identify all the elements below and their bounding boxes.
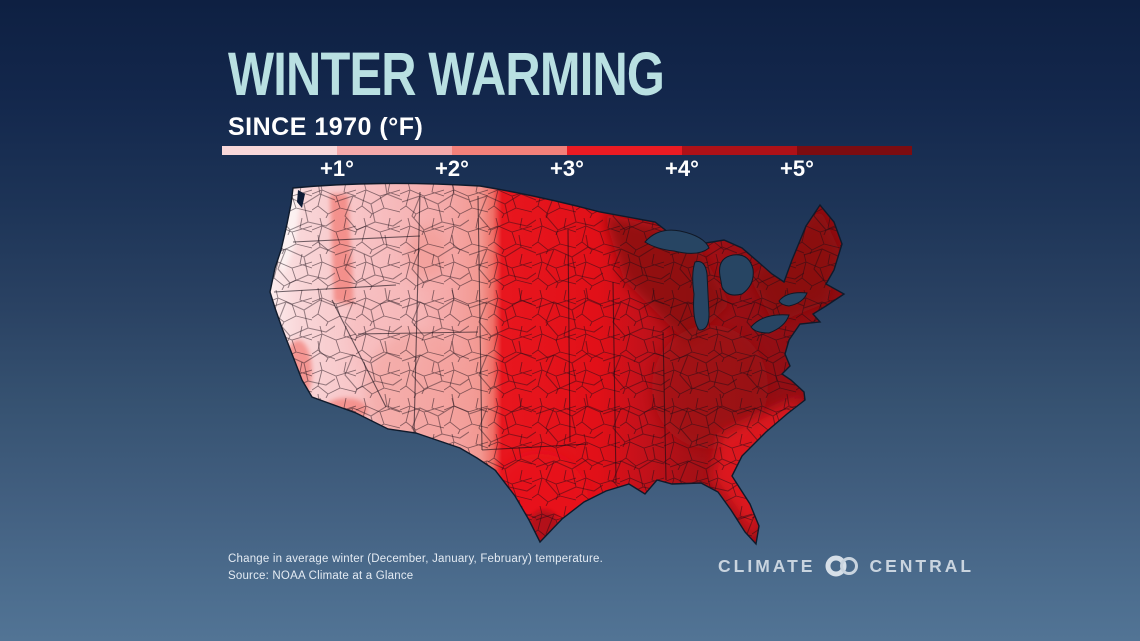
great-lakes <box>644 229 808 334</box>
interlocking-rings-icon <box>825 555 859 577</box>
footnote-line-1: Change in average winter (December, Janu… <box>228 553 603 565</box>
page-title: WINTER WARMING <box>228 40 665 108</box>
scale-segment-1to2 <box>337 146 452 155</box>
color-scale-labels: +1° +2° +3° +4° +5° <box>222 156 912 184</box>
division-fills <box>270 183 844 545</box>
color-scale-bar <box>222 146 912 155</box>
scale-tick-label: +4° <box>665 156 699 181</box>
lake-erie <box>750 314 790 334</box>
scale-tick-label: +2° <box>435 156 469 181</box>
logo-word-climate: CLIMATE <box>718 555 816 576</box>
lake-ontario <box>778 292 808 307</box>
footnote: Change in average winter (December, Janu… <box>228 551 603 584</box>
puget-sound <box>297 190 305 208</box>
scale-tick-label: +3° <box>550 156 584 181</box>
footnote-line-2: Source: NOAA Climate at a Glance <box>228 569 414 582</box>
scale-segment-2to3 <box>452 146 567 155</box>
major-borders <box>273 191 667 483</box>
lake-huron <box>719 254 754 296</box>
page-subtitle: SINCE 1970 (°F) <box>228 113 424 141</box>
scale-tick-label: +1° <box>320 156 354 181</box>
scale-tick-label: +5° <box>780 156 814 181</box>
logo-word-central: CENTRAL <box>869 555 975 576</box>
lake-superior <box>644 229 710 254</box>
us-choropleth-map <box>269 182 845 545</box>
climate-central-logo: CLIMATE CENTRAL <box>718 553 974 579</box>
scale-segment-3to4 <box>567 146 682 155</box>
lake-michigan <box>692 261 710 331</box>
scale-segment-lt1 <box>222 146 337 155</box>
scale-segment-gt5 <box>797 146 912 155</box>
scale-segment-4to5 <box>682 146 797 155</box>
